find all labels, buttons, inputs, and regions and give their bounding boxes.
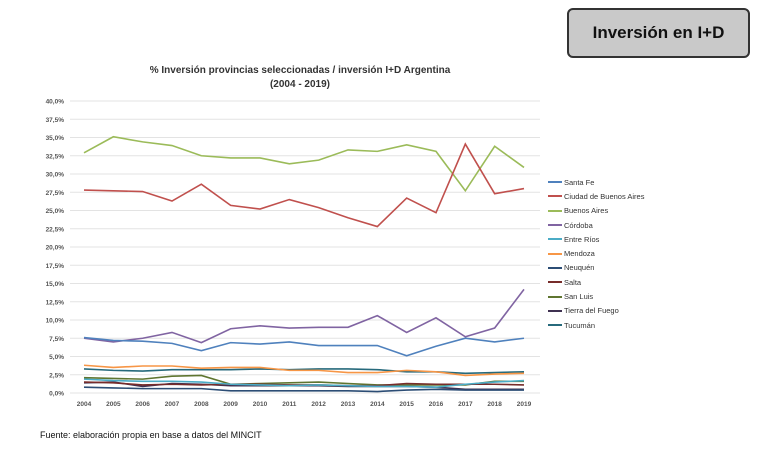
legend-item: Córdoba: [548, 218, 644, 232]
y-tick-label: 12,5%: [46, 299, 65, 306]
legend-item: Buenos Aires: [548, 204, 644, 218]
legend-label: Salta: [564, 277, 582, 287]
y-tick-label: 2,5%: [49, 372, 64, 379]
legend-item: Ciudad de Buenos Aires: [548, 189, 644, 203]
y-tick-label: 15,0%: [46, 281, 65, 288]
chart-legend: Santa Fe Ciudad de Buenos Aires Buenos Air…: [548, 175, 644, 332]
x-tick-label: 2009: [223, 401, 238, 408]
legend-item: Mendoza: [548, 246, 644, 260]
y-tick-label: 17,5%: [46, 263, 65, 270]
series-line-ciudad-de-buenos-aires: [83, 142, 525, 228]
legend-swatch: [548, 238, 562, 241]
y-tick-label: 20,0%: [46, 245, 65, 252]
legend-label: Tucumán: [564, 320, 595, 330]
series-line-santa-fe: [83, 336, 525, 357]
legend-item: Salta: [548, 275, 644, 289]
x-tick-label: 2013: [341, 401, 356, 408]
chart-title-main: % Inversión provincias seleccionadas / i…: [149, 65, 451, 76]
y-tick-label: 5,0%: [49, 354, 64, 361]
y-tick-label: 10,0%: [46, 318, 65, 325]
y-tick-label: 37,5%: [46, 117, 65, 124]
legend-item: San Luis: [548, 289, 644, 303]
legend-swatch: [548, 266, 562, 269]
chart-title: % Inversión provincias seleccionadas / i…: [90, 64, 510, 92]
source-note: Fuente: elaboración propia en base a dat…: [40, 430, 262, 440]
legend-swatch: [548, 195, 562, 198]
y-tick-label: 30,0%: [46, 172, 65, 179]
legend-label: San Luis: [564, 292, 594, 302]
legend-swatch: [548, 295, 562, 298]
legend-swatch: [548, 209, 562, 212]
x-tick-label: 2017: [458, 401, 473, 408]
series-line-entre-ríos: [83, 378, 525, 388]
series-line-mendoza: [83, 364, 525, 377]
x-tick-label: 2019: [517, 401, 532, 408]
y-tick-label: 25,0%: [46, 208, 65, 215]
x-tick-label: 2010: [253, 401, 268, 408]
legend-label: Buenos Aires: [564, 206, 609, 216]
x-tick-label: 2005: [106, 401, 121, 408]
y-tick-label: 40,0%: [46, 99, 65, 106]
x-tick-label: 2008: [194, 401, 209, 408]
legend-label: Tierra del Fuego: [564, 306, 619, 316]
x-tick-label: 2014: [370, 401, 385, 408]
x-tick-label: 2007: [165, 401, 180, 408]
y-tick-label: 0,0%: [49, 391, 64, 398]
legend-swatch: [548, 309, 562, 312]
series-line-tucumán: [83, 368, 525, 375]
legend-label: Santa Fe: [564, 177, 595, 187]
x-tick-label: 2015: [399, 401, 414, 408]
series-line-córdoba: [83, 288, 525, 344]
legend-label: Neuquén: [564, 263, 595, 273]
x-tick-label: 2016: [429, 401, 444, 408]
legend-swatch: [548, 181, 562, 184]
y-tick-label: 27,5%: [46, 190, 65, 197]
legend-label: Ciudad de Buenos Aires: [564, 191, 645, 201]
x-tick-label: 2006: [135, 401, 150, 408]
x-tick-label: 2018: [487, 401, 502, 408]
x-tick-label: 2004: [77, 401, 92, 408]
legend-label: Córdoba: [564, 220, 593, 230]
series-line-buenos-aires: [83, 135, 525, 193]
chart-subtitle: (2004 - 2019): [269, 79, 331, 90]
x-tick-label: 2012: [311, 401, 326, 408]
legend-item: Tierra del Fuego: [548, 304, 644, 318]
legend-item: Entre Ríos: [548, 232, 644, 246]
series-line-neuquén: [83, 386, 524, 393]
legend-label: Entre Ríos: [564, 234, 600, 244]
legend-swatch: [548, 224, 562, 227]
y-tick-label: 22,5%: [46, 226, 65, 233]
legend-item: Tucumán: [548, 318, 644, 332]
legend-swatch: [548, 281, 562, 284]
x-tick-label: 2011: [282, 401, 296, 408]
y-tick-label: 32,5%: [46, 153, 65, 160]
legend-swatch: [548, 324, 562, 327]
y-tick-label: 7,5%: [49, 336, 64, 343]
legend-item: Santa Fe: [548, 175, 644, 189]
legend-item: Neuquén: [548, 261, 644, 275]
y-tick-label: 35,0%: [46, 135, 65, 142]
legend-label: Mendoza: [564, 249, 595, 259]
legend-swatch: [548, 252, 562, 255]
section-badge: Inversión en I+D: [567, 8, 750, 58]
